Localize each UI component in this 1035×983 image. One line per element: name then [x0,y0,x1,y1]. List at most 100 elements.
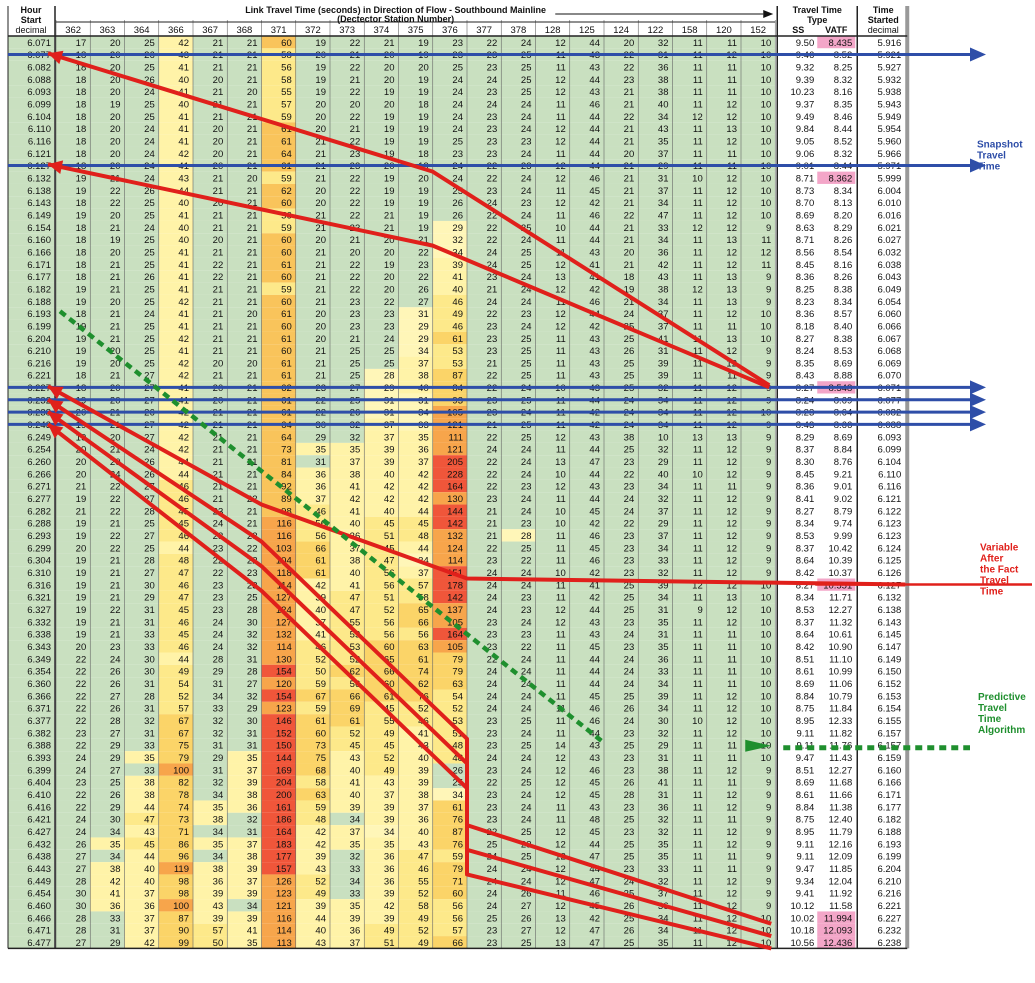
cell-value: 56 [452,901,463,912]
ss-cell [779,220,818,234]
cell-value: 24 [487,580,498,591]
data-cell [706,183,741,197]
cell-value: 10 [555,469,566,480]
cell-value: 24 [487,593,498,604]
hour-value: 6.288 [27,519,51,530]
cell-value: 20 [418,62,429,73]
data-cell [535,208,570,221]
hour-value: 6.454 [27,889,51,900]
data-cell [158,196,193,209]
cell-value: 22 [487,235,498,246]
data-cell [706,72,741,86]
cell-value: 22 [624,210,635,221]
cell-value: 44 [589,839,600,850]
data-cell [604,245,639,258]
cell-value: 21 [110,260,121,271]
vatf-value: 8.34 [834,186,853,197]
cell-value: 30 [76,889,87,900]
hour-value: 6.104 [27,112,51,123]
data-cell [672,146,707,160]
data-cell [90,122,125,135]
cell-value: 23 [487,790,498,801]
cell-value: 9 [766,371,771,382]
cell-value: 20 [247,87,258,98]
data-cell [467,270,502,283]
data-cell [672,183,707,197]
hour-value: 6.177 [27,272,51,283]
cell-value: 11 [693,667,703,678]
cell-value: 164 [276,827,292,838]
cell-value: 21 [247,186,258,197]
cell-value: 10 [761,691,772,702]
cell-value: 52 [350,728,361,739]
cell-value: 20 [624,38,635,49]
ss-value: 8.37 [796,617,815,628]
ss-cell [779,270,818,283]
data-cell [193,220,228,234]
cell-value: 22 [487,371,498,382]
ss-value: 8.84 [796,691,815,702]
ss-value: 9.32 [796,62,815,73]
cell-value: 19 [418,38,429,49]
data-cell [398,245,433,258]
cell-value: 22 [487,223,498,234]
vatf-value: 8.435 [828,38,852,49]
cell-value: 25 [624,741,635,752]
started-value: 6.093 [877,432,901,443]
cell-value: 25 [144,38,155,49]
cell-value: 20 [110,149,121,160]
cell-value: 21 [247,223,258,234]
cell-value: 21 [247,149,258,160]
cell-value: 12 [726,469,737,480]
cell-value: 37 [418,457,429,468]
cell-value: 116 [277,519,292,530]
cell-value: 60 [281,235,292,246]
cell-value: 20 [110,124,121,135]
ss-cell [779,257,818,271]
cell-value: 37 [418,358,429,369]
cell-value: 21 [247,247,258,258]
data-cell [569,171,604,184]
started-value: 6.122 [877,506,901,517]
ss-cell [779,72,818,86]
cell-value: 19 [76,605,87,616]
started-value: 6.032 [877,247,901,258]
cell-value: 67 [178,716,189,727]
cell-value: 19 [76,556,87,567]
cell-value: 12 [692,284,703,295]
data-cell [193,208,228,221]
cell-value: 36 [350,926,361,937]
cell-value: 20 [315,186,326,197]
cell-value: 12 [555,901,566,912]
vatf-value: 8.40 [834,321,853,332]
cell-value: 11 [693,75,703,86]
started-value: 6.227 [877,913,901,924]
cell-value: 123 [276,889,292,900]
cell-value: 11 [693,38,703,49]
data-cell [90,146,125,160]
cell-value: 51 [384,938,395,949]
cell-value: 48 [418,531,429,542]
cell-value: 34 [350,876,361,887]
data-cell [124,72,159,86]
cell-value: 23 [418,260,429,271]
started-value: 6.188 [877,827,901,838]
cell-value: 130 [276,654,292,665]
cell-value: 24 [521,802,532,813]
hour-value: 6.466 [27,913,51,924]
cell-value: 38 [658,75,669,86]
data-cell [398,270,433,283]
data-cell [638,36,673,49]
data-cell [638,196,673,209]
data-cell [90,282,125,295]
cell-value: 24 [521,186,532,197]
cell-value: 38 [350,469,361,480]
cell-value: 23 [487,556,498,567]
cell-value: 27 [76,852,87,863]
data-cell [330,307,365,320]
cell-value: 40 [144,864,155,875]
data-cell [295,270,330,283]
cell-value: 25 [521,346,532,357]
cell-value: 51 [384,593,395,604]
cell-value: 46 [589,531,600,542]
